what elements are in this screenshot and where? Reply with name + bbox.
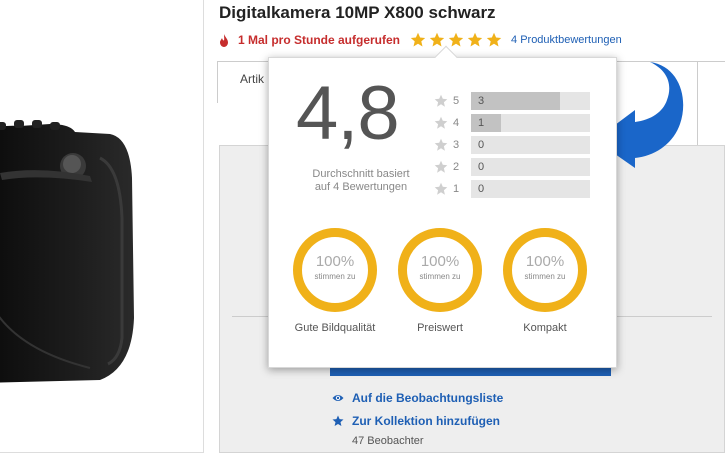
rating-row-count: 1 bbox=[478, 117, 485, 129]
attribute-rating: 100% stimmen zu Kompakt bbox=[490, 228, 600, 334]
rating-row-count: 0 bbox=[478, 183, 485, 195]
rating-bar-fill bbox=[471, 92, 561, 110]
star-icon bbox=[434, 138, 448, 151]
rating-popup: 4,8 Durchschnitt basiert auf 4 Bewertung… bbox=[268, 45, 618, 368]
attribute-rating: 100% stimmen zu Preiswert bbox=[385, 228, 495, 334]
divider bbox=[697, 61, 698, 147]
collection-link[interactable]: Zur Kollektion hinzufügen bbox=[332, 414, 500, 428]
rating-bar: 1 bbox=[471, 114, 590, 132]
attribute-label: Kompakt bbox=[523, 322, 567, 334]
watchlist-label: Auf die Beobachtungsliste bbox=[352, 391, 504, 405]
star-icon bbox=[434, 160, 448, 173]
rating-bar-fill bbox=[471, 114, 501, 132]
rating-row-stars: 2 bbox=[453, 161, 460, 173]
rating-row-count: 3 bbox=[478, 95, 485, 107]
rating-row-count: 0 bbox=[478, 161, 485, 173]
percent-ring: 100% stimmen zu bbox=[293, 228, 377, 312]
flame-icon bbox=[220, 33, 228, 47]
rating-row-stars: 4 bbox=[453, 117, 460, 129]
average-rating-caption: Durchschnitt basiert auf 4 Bewertungen bbox=[312, 168, 410, 193]
attribute-agree-text: stimmen zu bbox=[419, 272, 461, 281]
views-text: 1 Mal pro Stunde aufgerufen bbox=[238, 33, 401, 47]
attribute-percent: 100% bbox=[525, 253, 565, 270]
attribute-ratings: 100% stimmen zu Gute Bildqualität 100% stimm… bbox=[269, 228, 618, 348]
product-reviews-link[interactable]: 4 Produktbewertungen bbox=[511, 34, 622, 46]
collection-label: Zur Kollektion hinzufügen bbox=[352, 414, 500, 428]
star-icon bbox=[467, 32, 483, 47]
popup-caret bbox=[434, 45, 458, 69]
star-small-icon bbox=[332, 415, 344, 426]
star-icon bbox=[410, 32, 426, 47]
star-icon bbox=[434, 182, 448, 195]
star-icon bbox=[434, 94, 448, 107]
rating-row-count: 0 bbox=[478, 139, 485, 151]
product-title: Digitalkamera 10MP X800 schwarz bbox=[219, 3, 496, 22]
eye-icon bbox=[332, 395, 344, 401]
attribute-agree-text: stimmen zu bbox=[524, 272, 566, 281]
attribute-label: Preiswert bbox=[417, 322, 463, 334]
star-icon bbox=[448, 32, 464, 47]
star-icon bbox=[429, 32, 445, 47]
product-subline: 1 Mal pro Stunde aufgerufen 4 Produktbew… bbox=[219, 31, 622, 49]
tab-article[interactable]: Artik bbox=[240, 72, 264, 86]
watchlist-link[interactable]: Auf die Beobachtungsliste bbox=[332, 391, 503, 405]
rating-row-stars: 1 bbox=[453, 183, 460, 195]
product-image-panel[interactable] bbox=[0, 0, 204, 453]
rating-stars[interactable] bbox=[410, 32, 505, 48]
rating-row-stars: 3 bbox=[453, 139, 460, 151]
rating-bar: 0 bbox=[471, 136, 590, 154]
rating-bar: 3 bbox=[471, 92, 590, 110]
attribute-percent: 100% bbox=[420, 253, 460, 270]
curved-arrow-icon bbox=[595, 62, 684, 168]
watchers-count: 47 Beobachter bbox=[352, 435, 424, 447]
average-rating: 4,8 bbox=[296, 71, 400, 156]
star-icon bbox=[486, 32, 502, 47]
rating-bar: 0 bbox=[471, 180, 590, 198]
rating-bar: 0 bbox=[471, 158, 590, 176]
percent-ring: 100% stimmen zu bbox=[398, 228, 482, 312]
attribute-label: Gute Bildqualität bbox=[294, 322, 376, 334]
star-icon bbox=[434, 116, 448, 129]
camera-image bbox=[0, 120, 134, 383]
rating-row-stars: 5 bbox=[453, 95, 460, 107]
attribute-rating: 100% stimmen zu Gute Bildqualität bbox=[280, 228, 390, 334]
attribute-agree-text: stimmen zu bbox=[314, 272, 356, 281]
percent-ring: 100% stimmen zu bbox=[503, 228, 587, 312]
attribute-percent: 100% bbox=[315, 253, 355, 270]
